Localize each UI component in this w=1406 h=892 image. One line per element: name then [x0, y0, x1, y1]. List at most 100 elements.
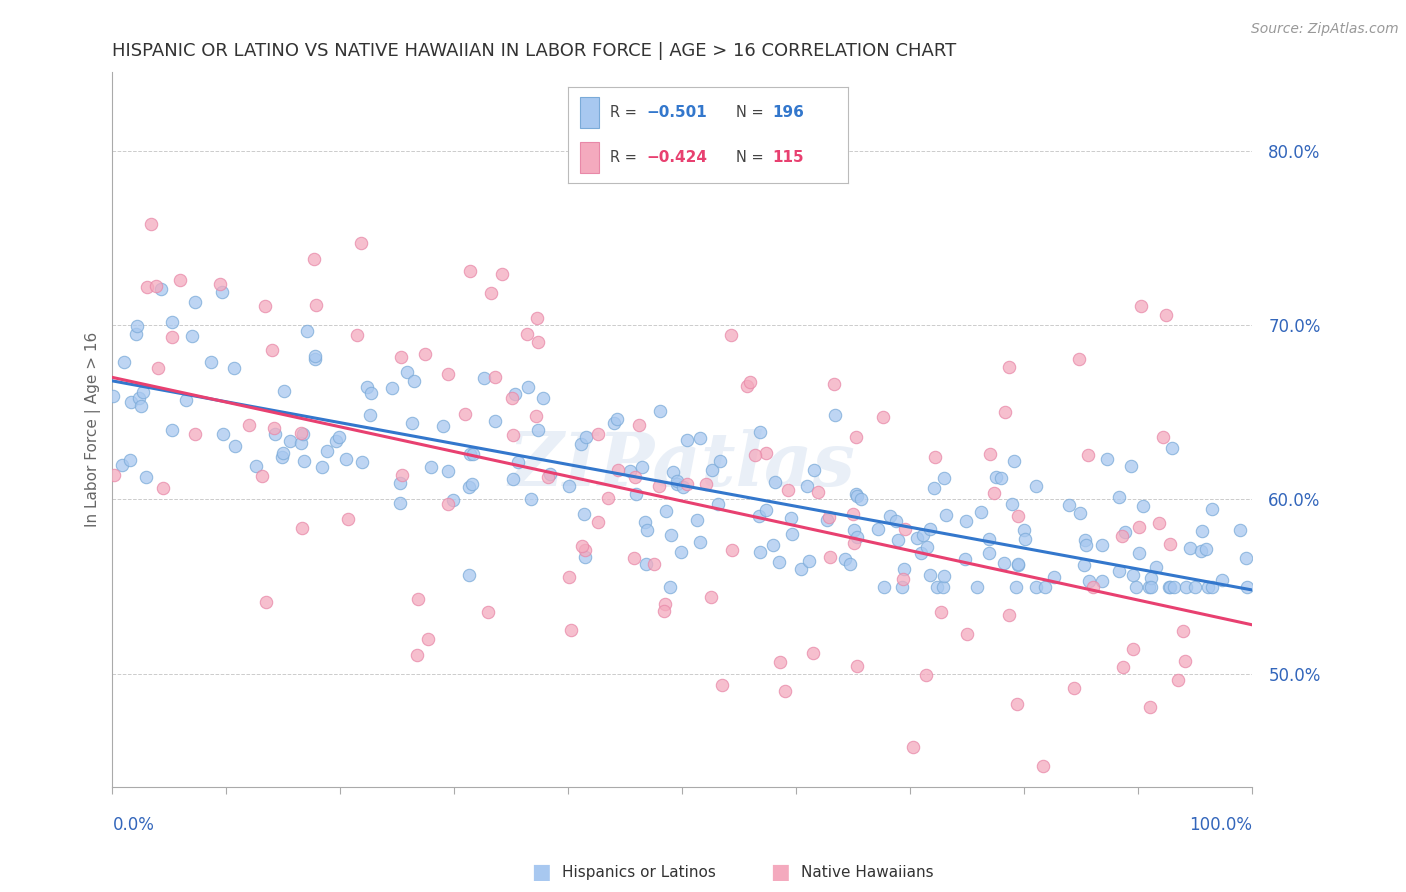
Point: [797, 554, 820, 568]
Point: [834, 551, 856, 566]
Point: [749, 545, 772, 559]
Point: [1139, 571, 1161, 585]
Point: [1147, 516, 1170, 531]
Point: [994, 405, 1017, 419]
Point: [901, 739, 924, 754]
Point: [977, 532, 1000, 546]
Point: [953, 551, 976, 566]
Point: [416, 632, 439, 646]
Point: [748, 425, 770, 439]
Point: [634, 557, 657, 571]
Point: [979, 447, 1001, 461]
Point: [292, 454, 315, 468]
Point: [336, 512, 359, 526]
Point: [524, 409, 547, 424]
Point: [224, 439, 246, 453]
Point: [744, 448, 766, 462]
Point: [174, 392, 197, 407]
Point: [160, 314, 183, 328]
Point: [596, 491, 619, 506]
Point: [1153, 429, 1175, 443]
Point: [437, 368, 460, 382]
Point: [846, 489, 869, 503]
Point: [1161, 441, 1184, 455]
Point: [350, 455, 373, 469]
Point: [264, 426, 287, 441]
Point: [1014, 532, 1036, 546]
Point: [290, 436, 312, 450]
Point: [1171, 624, 1194, 638]
Point: [1001, 497, 1024, 511]
Point: [558, 479, 581, 493]
Point: [118, 453, 141, 467]
Point: [437, 464, 460, 478]
Point: [1191, 524, 1213, 538]
Point: [408, 592, 430, 607]
Point: [1167, 673, 1189, 687]
Point: [765, 475, 787, 489]
Text: Hispanics or Latinos: Hispanics or Latinos: [562, 865, 716, 880]
Point: [1063, 681, 1085, 696]
Point: [1077, 448, 1099, 462]
Point: [328, 429, 350, 443]
Text: ■: ■: [531, 863, 551, 882]
Point: [1025, 580, 1047, 594]
Point: [648, 479, 671, 493]
Point: [401, 417, 423, 431]
Point: [458, 479, 481, 493]
Point: [935, 508, 957, 523]
Point: [211, 285, 233, 300]
Point: [311, 459, 333, 474]
Point: [252, 469, 274, 483]
Point: [129, 400, 152, 414]
Point: [695, 477, 717, 491]
Point: [586, 426, 609, 441]
Point: [531, 391, 554, 405]
Point: [929, 605, 952, 619]
Point: [977, 546, 1000, 560]
Point: [101, 389, 124, 403]
Point: [998, 607, 1021, 622]
Point: [920, 567, 942, 582]
Point: [349, 236, 371, 251]
Text: Source: ZipAtlas.com: Source: ZipAtlas.com: [1251, 22, 1399, 37]
Point: [1234, 550, 1257, 565]
Point: [127, 318, 149, 333]
Point: [990, 471, 1012, 485]
Point: [304, 349, 326, 363]
Point: [915, 541, 938, 555]
Point: [790, 562, 813, 576]
Point: [778, 483, 800, 497]
Point: [748, 508, 770, 523]
Point: [924, 450, 946, 464]
Point: [152, 481, 174, 495]
Point: [1091, 538, 1114, 552]
Point: [461, 476, 484, 491]
Point: [537, 470, 560, 484]
Point: [824, 409, 846, 423]
Point: [820, 549, 842, 564]
Point: [484, 414, 506, 428]
Point: [208, 277, 231, 291]
Point: [1005, 580, 1028, 594]
Point: [359, 408, 381, 422]
Point: [1144, 560, 1167, 574]
Point: [631, 460, 654, 475]
Point: [389, 350, 412, 364]
Point: [1159, 537, 1181, 551]
Point: [1140, 580, 1163, 594]
Point: [1025, 478, 1047, 492]
Point: [915, 668, 938, 682]
Point: [624, 487, 647, 501]
Point: [1236, 580, 1258, 594]
Text: ■: ■: [770, 863, 790, 882]
Point: [254, 595, 277, 609]
Point: [1122, 642, 1144, 657]
Point: [927, 580, 949, 594]
Point: [481, 286, 503, 301]
Point: [1005, 697, 1028, 711]
Point: [606, 412, 628, 426]
Point: [970, 505, 993, 519]
Point: [934, 569, 956, 583]
Point: [894, 522, 917, 536]
